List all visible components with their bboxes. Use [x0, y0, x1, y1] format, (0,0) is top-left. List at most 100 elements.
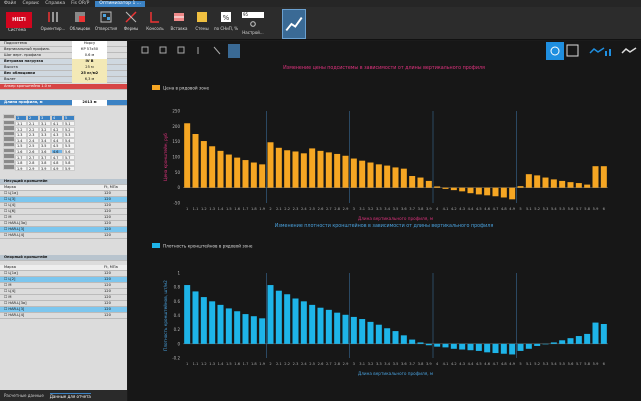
grid-cell[interactable]: 5: [63, 115, 75, 121]
bar[interactable]: [292, 151, 299, 188]
bracket-row[interactable]: ☐ HAR-L[3а] 120: [0, 301, 127, 307]
orientation-button[interactable]: Ориентир...: [40, 9, 66, 39]
grid-cell[interactable]: 1.6: [15, 148, 27, 155]
grid-cell[interactable]: [3, 147, 15, 153]
bracket-row[interactable]: ☐ L[2] 120: [0, 277, 127, 283]
menu-help[interactable]: Справка: [45, 1, 66, 6]
grid-cell[interactable]: 2.8: [27, 160, 39, 166]
bar[interactable]: [575, 183, 582, 188]
grid-cell[interactable]: 4: [51, 115, 63, 121]
bar[interactable]: [367, 321, 374, 344]
grid-cell[interactable]: 2.6: [27, 148, 39, 155]
bracket-row[interactable]: ☐ L[4] 120: [0, 289, 127, 295]
bar[interactable]: [409, 339, 416, 344]
grid-cell[interactable]: 1.8: [15, 160, 27, 166]
bar[interactable]: [284, 294, 291, 344]
offset-row[interactable]: Вылет 6,3 м: [0, 77, 127, 83]
bracket-row[interactable]: ☐ L[4] 120: [0, 203, 127, 209]
bar[interactable]: [450, 343, 457, 349]
grid-cell[interactable]: 4.8: [51, 160, 63, 166]
bar[interactable]: [367, 162, 374, 188]
wind-load-value[interactable]: IV В: [72, 59, 107, 65]
bar[interactable]: [234, 311, 241, 344]
support-bracket-header[interactable]: Опорный кронштейн: [0, 255, 127, 261]
bracket-row[interactable]: ☐ HAR-L[4] 120: [0, 233, 127, 239]
bar[interactable]: [317, 307, 324, 344]
bar[interactable]: [509, 343, 516, 355]
bar[interactable]: [359, 319, 366, 344]
grid-icon[interactable]: [177, 46, 185, 54]
bar[interactable]: [559, 340, 566, 344]
bar[interactable]: [400, 168, 407, 188]
truss-button[interactable]: Фермы: [120, 9, 142, 39]
bar[interactable]: [250, 316, 257, 344]
bracket-row[interactable]: ☐ M 120: [0, 283, 127, 289]
grid-cell[interactable]: 2.9: [27, 165, 39, 172]
bar[interactable]: [267, 142, 274, 188]
bar[interactable]: [542, 177, 549, 188]
bar[interactable]: [400, 335, 407, 344]
grid-cell[interactable]: [3, 164, 15, 170]
grid-cell[interactable]: 2.3: [27, 132, 39, 138]
bar[interactable]: [417, 342, 424, 344]
grid-cell[interactable]: 3.7: [39, 154, 51, 160]
bar[interactable]: [259, 164, 266, 188]
grid-cell[interactable]: 4.9: [51, 165, 63, 172]
bar[interactable]: [275, 290, 282, 344]
bar[interactable]: [350, 158, 357, 188]
grid-cell[interactable]: [3, 119, 15, 125]
offset-value[interactable]: 6,3 м: [72, 77, 107, 83]
active-tool-icon[interactable]: [228, 44, 240, 58]
grid-cell[interactable]: 5.8: [63, 160, 75, 166]
grid-cell[interactable]: 1.9: [15, 165, 27, 172]
grid-cell[interactable]: 3: [39, 115, 51, 121]
grid-cell[interactable]: 2.4: [27, 137, 39, 144]
grid-cell[interactable]: 1.1: [15, 120, 27, 127]
grid-cell[interactable]: 3.1: [39, 120, 51, 127]
bar[interactable]: [384, 165, 391, 188]
frame-icon[interactable]: [159, 46, 167, 54]
height-row[interactable]: Высота 25 м: [0, 65, 127, 71]
bar[interactable]: [317, 150, 324, 188]
grid-cell[interactable]: 1.4: [15, 137, 27, 144]
grid-cell[interactable]: 3.6: [39, 148, 51, 155]
bar[interactable]: [584, 184, 591, 188]
bar[interactable]: [542, 343, 549, 345]
bar[interactable]: [492, 187, 499, 197]
bracket-row[interactable]: ☐ L[1а] 120: [0, 191, 127, 197]
chart-button[interactable]: [282, 9, 306, 39]
line-chart-icon[interactable]: [589, 47, 605, 54]
grid-cell[interactable]: 5.5: [63, 143, 75, 149]
grid-cell[interactable]: 1: [15, 115, 27, 121]
bar[interactable]: [209, 146, 216, 188]
bar[interactable]: [525, 174, 532, 188]
bar[interactable]: [192, 134, 199, 188]
bar[interactable]: [425, 180, 432, 188]
bar[interactable]: [509, 187, 516, 200]
grid-cell[interactable]: 2.1: [27, 120, 39, 127]
bar[interactable]: [434, 186, 441, 188]
grid-cell[interactable]: 4.5: [51, 143, 63, 149]
grid-cell[interactable]: 4.1: [51, 120, 63, 127]
bar[interactable]: [217, 150, 224, 188]
grid-cell[interactable]: 2.7: [27, 154, 39, 160]
bar[interactable]: [392, 331, 399, 344]
bar[interactable]: [342, 155, 349, 188]
tab-report-data[interactable]: Данные для отчета: [49, 392, 91, 399]
bar[interactable]: [200, 141, 207, 188]
bar[interactable]: [300, 301, 307, 344]
bar[interactable]: [467, 343, 474, 351]
document-tab[interactable]: Оптимизатор 1 ...: [95, 0, 146, 7]
percent-button[interactable]: % по СНиП, %: [214, 9, 238, 39]
bar[interactable]: [242, 314, 249, 344]
grid-cell[interactable]: 4.7: [51, 154, 63, 160]
grid-cell[interactable]: 5.7: [63, 154, 75, 160]
grid-cell[interactable]: 5.3: [63, 132, 75, 138]
bar[interactable]: [200, 297, 207, 344]
scale-select[interactable]: 95: [242, 12, 264, 18]
bar[interactable]: [550, 179, 557, 188]
bar[interactable]: [467, 187, 474, 194]
grid-cell[interactable]: 1.2: [15, 126, 27, 132]
bar[interactable]: [600, 324, 607, 344]
grid-cell[interactable]: 4.6: [51, 148, 63, 155]
